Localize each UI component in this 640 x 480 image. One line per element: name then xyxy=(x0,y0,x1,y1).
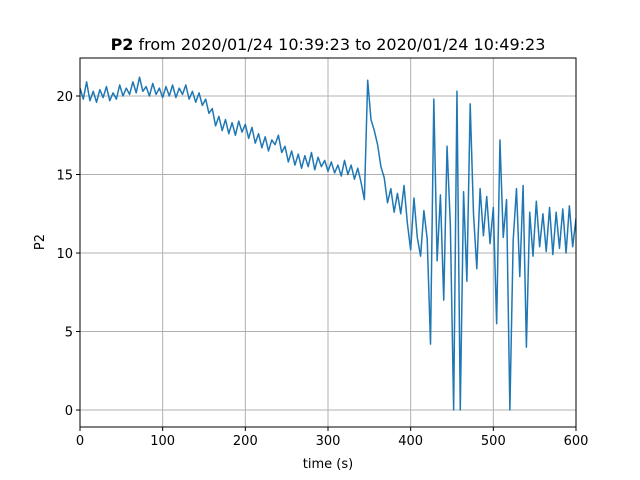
title-text: from 2020/01/24 10:39:23 to 2020/01/24 1… xyxy=(139,35,546,54)
y-tick-label: 10 xyxy=(56,247,73,262)
y-tick-label: 15 xyxy=(56,169,73,184)
y-tick-label: 5 xyxy=(65,326,73,341)
y-tick-label: 0 xyxy=(65,404,73,419)
x-tick-label: 600 xyxy=(564,434,589,449)
y-tick-label: 20 xyxy=(56,90,73,105)
x-tick-label: 300 xyxy=(316,434,341,449)
data-line xyxy=(80,76,576,411)
x-tick-label: 0 xyxy=(76,434,84,449)
x-axis-label: time (s) xyxy=(303,457,353,472)
x-tick-label: 500 xyxy=(481,434,506,449)
x-tick-label: 100 xyxy=(150,434,175,449)
plot-frame xyxy=(79,57,577,428)
chart-title: P2 from 2020/01/24 10:39:23 to 2020/01/2… xyxy=(111,35,546,54)
x-tick-label: 400 xyxy=(398,434,423,449)
x-tick-label: 200 xyxy=(233,434,258,449)
title-bold: P2 xyxy=(111,35,134,54)
y-axis-label: P2 xyxy=(33,234,48,250)
